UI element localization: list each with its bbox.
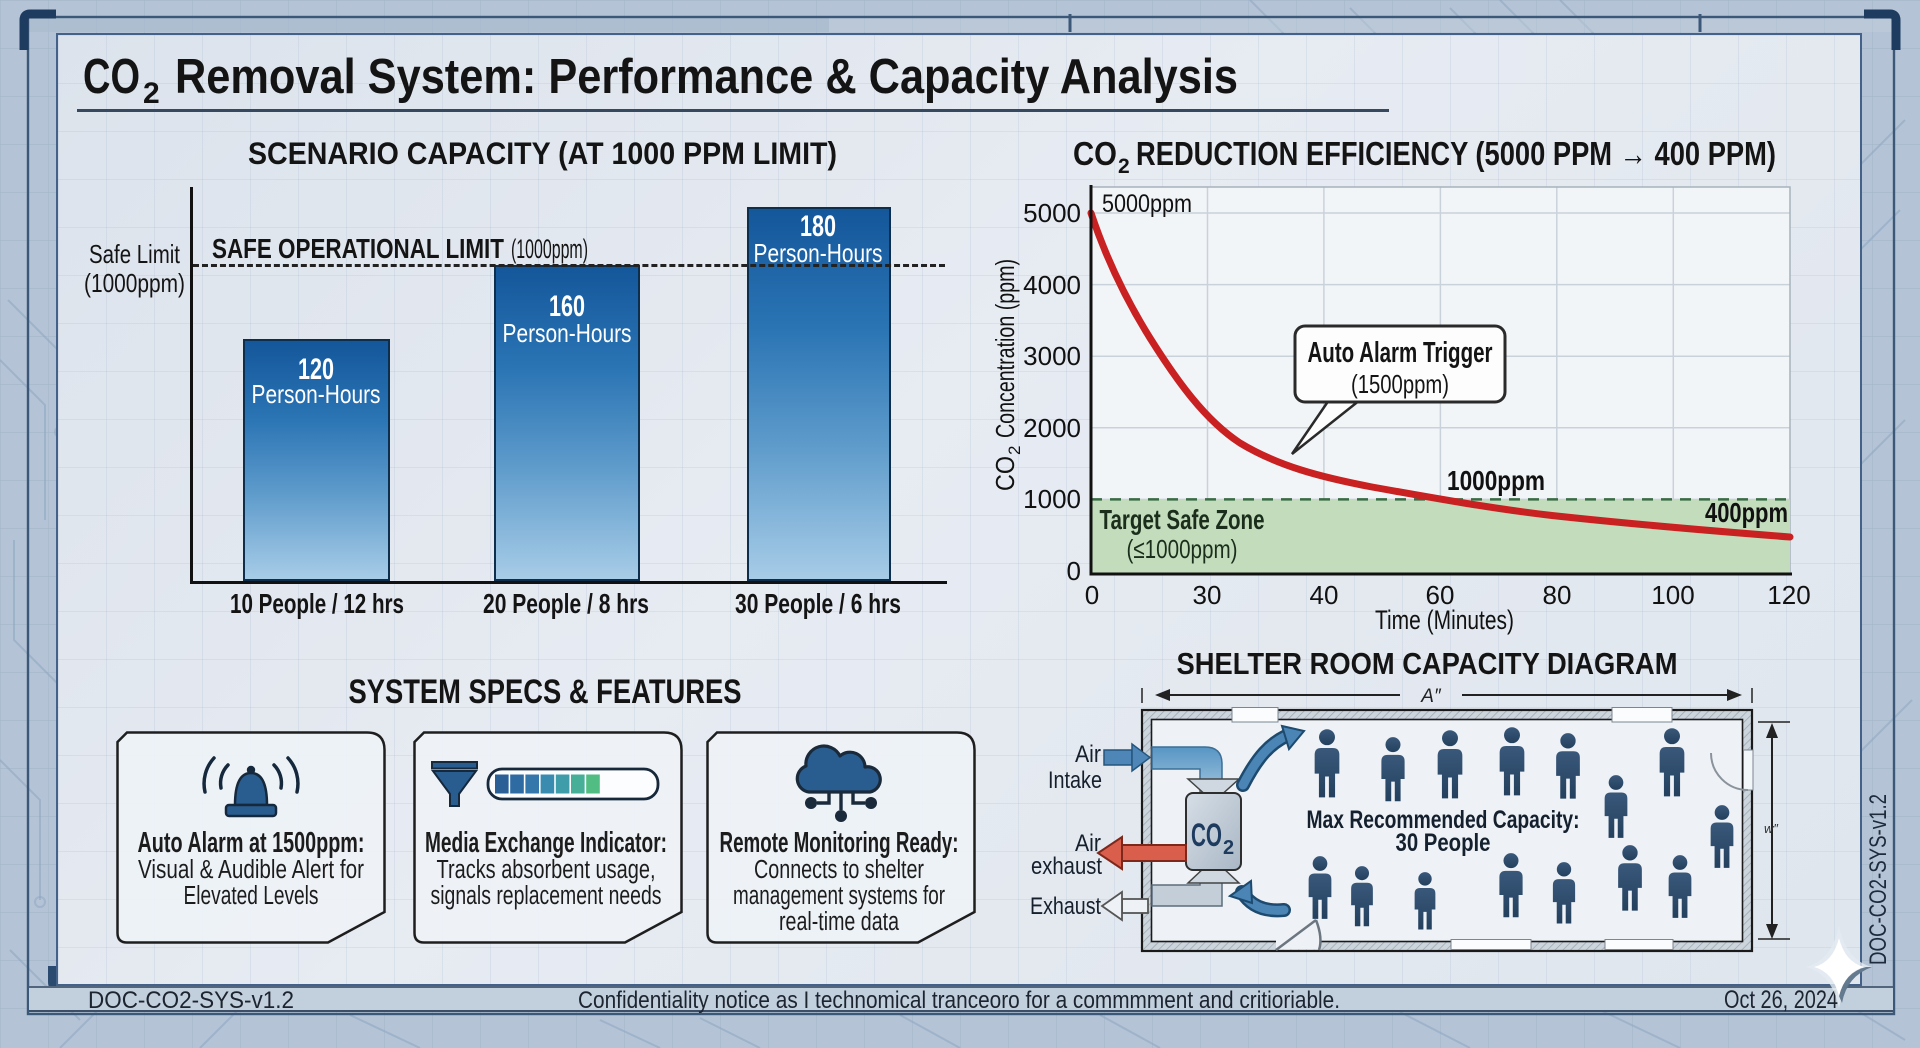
- svg-text:Max Recommended Capacity:: Max Recommended Capacity:: [1307, 806, 1580, 834]
- svg-text:DOC-CO2-SYS-v1.2: DOC-CO2-SYS-v1.2: [1865, 794, 1892, 965]
- svg-text:Auto Alarm at 1500ppm:: Auto Alarm at 1500ppm:: [138, 827, 365, 859]
- svg-text:Safe Limit: Safe Limit: [89, 239, 181, 269]
- svg-text:CO: CO: [1073, 135, 1117, 172]
- svg-text:2: 2: [1223, 837, 1234, 859]
- svg-text:(≤1000ppm): (≤1000ppm): [1127, 534, 1238, 564]
- svg-text:Elevated Levels: Elevated Levels: [184, 882, 319, 910]
- svg-text:Air: Air: [1075, 830, 1101, 857]
- svg-text:REDUCTION EFFICIENCY (5000 PPM: REDUCTION EFFICIENCY (5000 PPM → 400 PPM…: [1136, 135, 1776, 172]
- svg-text:exhaust: exhaust: [1031, 853, 1102, 880]
- svg-text:120: 120: [298, 353, 334, 386]
- svg-text:Auto Alarm Trigger: Auto Alarm Trigger: [1308, 337, 1493, 369]
- svg-text:5000: 5000: [1023, 198, 1081, 228]
- svg-text:40: 40: [1310, 580, 1339, 610]
- svg-text:Person-Hours: Person-Hours: [252, 379, 381, 409]
- svg-text:Confidentiality notice as I te: Confidentiality notice as I technomical …: [578, 987, 1340, 1014]
- svg-text:Person-Hours: Person-Hours: [503, 318, 632, 348]
- svg-text:Removal System: Performance &: Removal System: Performance & Capacity A…: [175, 50, 1238, 104]
- svg-text:signals replacement needs: signals replacement needs: [431, 882, 662, 910]
- svg-text:0: 0: [1085, 580, 1099, 610]
- svg-text:160: 160: [549, 290, 585, 323]
- svg-text:SCENARIO CAPACITY (AT 1000 PPM: SCENARIO CAPACITY (AT 1000 PPM LIMIT): [248, 135, 837, 171]
- svg-text:Target Safe Zone: Target Safe Zone: [1100, 504, 1265, 535]
- svg-text:80: 80: [1543, 580, 1572, 610]
- svg-text:100: 100: [1651, 580, 1694, 610]
- svg-text:120: 120: [1767, 580, 1810, 610]
- svg-text:real-time data: real-time data: [779, 908, 900, 936]
- svg-text:DOC-CO2-SYS-v1.2: DOC-CO2-SYS-v1.2: [88, 987, 294, 1014]
- svg-text:SAFE OPERATIONAL LIMIT: SAFE OPERATIONAL LIMIT: [212, 233, 504, 264]
- svg-text:CO: CO: [1191, 817, 1222, 853]
- svg-text:(1500ppm): (1500ppm): [1351, 369, 1449, 399]
- svg-text:2: 2: [143, 77, 160, 110]
- svg-text:Media Exchange Indicator:: Media Exchange Indicator:: [425, 827, 667, 859]
- svg-text:Oct 26, 2024: Oct 26, 2024: [1724, 986, 1838, 1014]
- svg-text:Remote Monitoring Ready:: Remote Monitoring Ready:: [720, 827, 959, 859]
- svg-text:CO: CO: [83, 50, 140, 104]
- svg-text:180: 180: [800, 210, 836, 243]
- svg-text:w″: w″: [1764, 821, 1778, 836]
- svg-text:4000: 4000: [1023, 270, 1081, 300]
- svg-text:60: 60: [1426, 580, 1455, 610]
- svg-text:3000: 3000: [1023, 341, 1081, 371]
- svg-text:10 People / 12 hrs: 10 People / 12 hrs: [230, 588, 404, 619]
- svg-text:2000: 2000: [1023, 413, 1081, 443]
- svg-text:0: 0: [1067, 556, 1081, 586]
- svg-text:5000ppm: 5000ppm: [1102, 190, 1192, 218]
- svg-text:SHELTER ROOM CAPACITY DIAGRAM: SHELTER ROOM CAPACITY DIAGRAM: [1177, 646, 1678, 681]
- svg-text:400ppm: 400ppm: [1705, 497, 1788, 528]
- svg-text:CO: CO: [990, 456, 1020, 491]
- svg-text:(1000ppm): (1000ppm): [84, 268, 185, 298]
- svg-text:A″: A″: [1420, 686, 1442, 707]
- svg-text:Intake: Intake: [1048, 767, 1102, 794]
- svg-text:Visual & Audible Alert for: Visual & Audible Alert for: [138, 856, 364, 884]
- svg-text:Air: Air: [1075, 741, 1101, 768]
- svg-text:2: 2: [1118, 155, 1130, 178]
- svg-text:Tracks absorbent usage,: Tracks absorbent usage,: [437, 856, 656, 884]
- svg-text:2: 2: [1005, 446, 1024, 455]
- svg-text:30 People: 30 People: [1396, 829, 1491, 857]
- svg-text:1000: 1000: [1023, 484, 1081, 514]
- svg-text:30: 30: [1193, 580, 1222, 610]
- svg-text:Time (Minutes): Time (Minutes): [1375, 605, 1514, 635]
- svg-text:20 People / 8 hrs: 20 People / 8 hrs: [483, 588, 649, 619]
- svg-text:SYSTEM SPECS & FEATURES: SYSTEM SPECS & FEATURES: [349, 673, 742, 711]
- svg-text:Person-Hours: Person-Hours: [754, 238, 883, 268]
- svg-text:1000ppm: 1000ppm: [1447, 465, 1545, 496]
- svg-text:management systems for: management systems for: [733, 882, 945, 910]
- svg-text:30 People / 6 hrs: 30 People / 6 hrs: [735, 588, 901, 619]
- svg-text:Connects to shelter: Connects to shelter: [754, 856, 924, 884]
- svg-text:Concentration (ppm): Concentration (ppm): [990, 259, 1020, 438]
- svg-text:(1000ppm): (1000ppm): [511, 234, 588, 264]
- svg-text:Exhaust: Exhaust: [1030, 893, 1101, 920]
